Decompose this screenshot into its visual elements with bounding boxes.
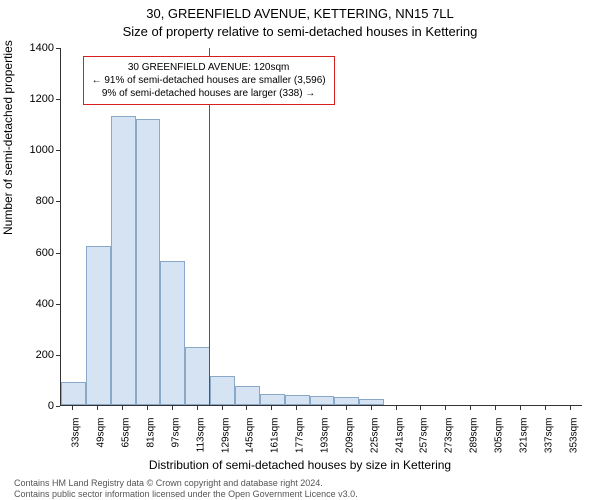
histogram-bar [61, 382, 86, 405]
x-tick-label: 81sqm [146, 418, 157, 448]
footer-line-1: Contains HM Land Registry data © Crown c… [14, 478, 323, 488]
histogram-bar [260, 394, 285, 406]
x-tick-mark [147, 406, 148, 410]
x-tick-label: 113sqm [195, 418, 206, 453]
x-tick-mark [97, 406, 98, 410]
histogram-bar [334, 397, 359, 405]
x-tick-label: 193sqm [320, 418, 331, 454]
y-tick-label: 400 [9, 298, 54, 310]
x-tick-label: 97sqm [170, 418, 181, 448]
x-tick-label: 49sqm [96, 418, 107, 448]
x-tick-label: 129sqm [220, 418, 231, 454]
histogram-bar [285, 395, 310, 405]
annotation-line: 9% of semi-detached houses are larger (3… [92, 87, 326, 100]
y-tick-label: 0 [9, 400, 54, 412]
y-tick-mark [56, 355, 60, 356]
annotation-line: ← 91% of semi-detached houses are smalle… [92, 74, 326, 87]
x-tick-label: 65sqm [121, 418, 132, 448]
x-tick-label: 177sqm [295, 418, 306, 454]
x-tick-mark [396, 406, 397, 410]
x-tick-mark [321, 406, 322, 410]
x-tick-label: 289sqm [469, 418, 480, 454]
histogram-bar [86, 246, 111, 405]
histogram-bar [359, 399, 384, 405]
histogram-bar [160, 261, 185, 405]
histogram-bar [310, 396, 335, 405]
x-tick-label: 305sqm [494, 418, 505, 454]
x-tick-mark [296, 406, 297, 410]
y-tick-label: 1000 [9, 144, 54, 156]
y-tick-label: 600 [9, 247, 54, 259]
x-tick-label: 273sqm [444, 418, 455, 454]
y-tick-label: 200 [9, 349, 54, 361]
histogram-bar [210, 376, 235, 405]
x-tick-mark [495, 406, 496, 410]
annotation-line: 30 GREENFIELD AVENUE: 120sqm [92, 61, 326, 74]
y-tick-mark [56, 253, 60, 254]
histogram-bar [235, 386, 260, 405]
x-tick-mark [520, 406, 521, 410]
x-tick-mark [172, 406, 173, 410]
x-tick-label: 321sqm [518, 418, 529, 454]
x-tick-label: 353sqm [568, 418, 579, 454]
x-tick-label: 241sqm [394, 418, 405, 454]
x-tick-mark [246, 406, 247, 410]
x-tick-mark [445, 406, 446, 410]
y-tick-mark [56, 304, 60, 305]
chart-title-sub: Size of property relative to semi-detach… [0, 24, 600, 39]
chart-container: 30, GREENFIELD AVENUE, KETTERING, NN15 7… [0, 0, 600, 500]
x-tick-label: 337sqm [543, 418, 554, 454]
histogram-bar [185, 347, 210, 405]
x-tick-label: 225sqm [369, 418, 380, 454]
histogram-bar [136, 119, 161, 405]
x-tick-mark [371, 406, 372, 410]
histogram-bar [111, 116, 136, 405]
x-tick-mark [222, 406, 223, 410]
y-tick-mark [56, 201, 60, 202]
y-tick-label: 1200 [9, 93, 54, 105]
x-tick-mark [271, 406, 272, 410]
y-tick-label: 1400 [9, 42, 54, 54]
plot-area: 30 GREENFIELD AVENUE: 120sqm← 91% of sem… [60, 48, 582, 406]
y-tick-mark [56, 406, 60, 407]
x-tick-mark [545, 406, 546, 410]
y-tick-mark [56, 48, 60, 49]
x-tick-mark [470, 406, 471, 410]
chart-title-main: 30, GREENFIELD AVENUE, KETTERING, NN15 7… [0, 6, 600, 21]
y-tick-mark [56, 99, 60, 100]
footer-line-2: Contains public sector information licen… [14, 489, 358, 499]
y-tick-label: 800 [9, 195, 54, 207]
x-tick-mark [197, 406, 198, 410]
x-tick-mark [570, 406, 571, 410]
x-tick-mark [122, 406, 123, 410]
x-tick-label: 161sqm [270, 418, 281, 454]
x-axis-label: Distribution of semi-detached houses by … [0, 458, 600, 472]
x-tick-mark [420, 406, 421, 410]
x-tick-label: 33sqm [71, 418, 82, 448]
x-tick-label: 209sqm [344, 418, 355, 454]
y-tick-mark [56, 150, 60, 151]
x-tick-label: 257sqm [419, 418, 430, 454]
annotation-box: 30 GREENFIELD AVENUE: 120sqm← 91% of sem… [83, 56, 335, 105]
x-tick-mark [346, 406, 347, 410]
x-tick-label: 145sqm [245, 418, 256, 454]
x-tick-mark [72, 406, 73, 410]
